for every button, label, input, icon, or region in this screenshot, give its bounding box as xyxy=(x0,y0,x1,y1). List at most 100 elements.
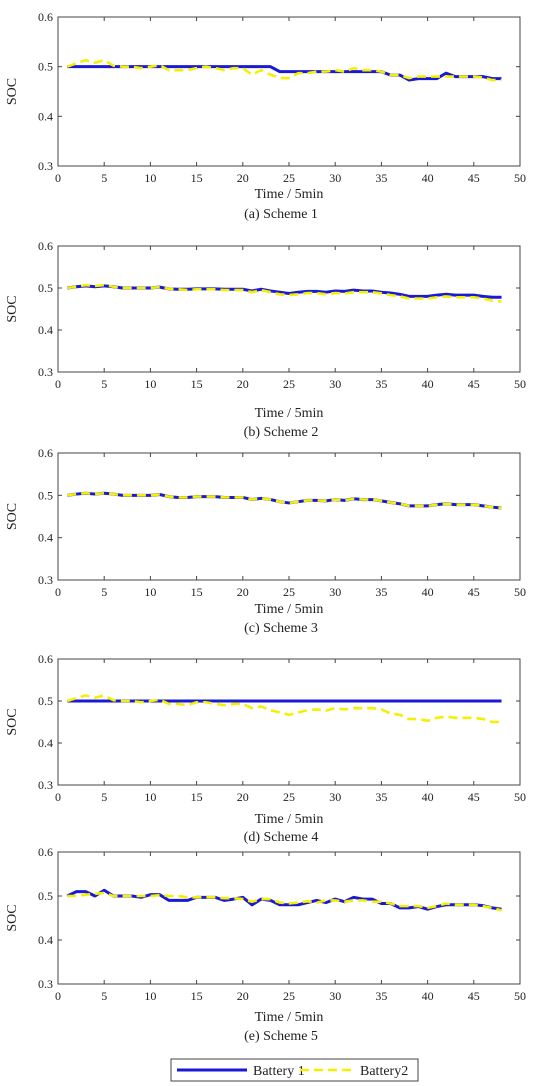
y-tick-label: 0.6 xyxy=(38,239,53,253)
series-line-battery-2 xyxy=(67,891,502,912)
x-tick-label: 45 xyxy=(468,377,480,391)
y-tick-label: 0.4 xyxy=(38,323,53,337)
x-axis-label: Time / 5min xyxy=(255,1010,324,1025)
y-tick-label: 0.3 xyxy=(38,573,53,587)
x-tick-label: 10 xyxy=(144,790,156,804)
x-tick-label: 20 xyxy=(237,377,249,391)
plot-frame xyxy=(57,16,521,167)
chart-panel-2: 0 5 10 15 20 25 30 35 40 45 50 0.3 0.4 0.5 0.6 SOC Time … xyxy=(5,239,526,440)
x-tick-label: 30 xyxy=(329,377,341,391)
y-tick-label: 0.6 xyxy=(38,845,53,859)
x-tick-label: 15 xyxy=(191,989,203,1003)
x-tick-label: 5 xyxy=(101,377,107,391)
x-tick-label: 20 xyxy=(237,171,249,185)
x-axis-label: Time / 5min xyxy=(255,406,324,421)
x-tick-label: 15 xyxy=(191,585,203,599)
y-tick-label: 0.6 xyxy=(38,446,53,460)
x-tick-label: 50 xyxy=(514,989,526,1003)
chart-panel-4: 0 5 10 15 20 25 30 35 40 45 50 0.3 0.4 0.5 0.6 SOC Time … xyxy=(5,652,526,845)
x-tick-label: 50 xyxy=(514,171,526,185)
plot-frame xyxy=(57,851,521,985)
series-line-battery-1 xyxy=(67,284,502,299)
x-tick-label: 5 xyxy=(101,585,107,599)
x-tick-label: 40 xyxy=(422,989,434,1003)
panel-caption: (e) Scheme 5 xyxy=(244,1029,318,1044)
x-tick-label: 10 xyxy=(144,989,156,1003)
panel-caption: (c) Scheme 3 xyxy=(244,621,318,636)
x-tick-label: 0 xyxy=(55,790,61,804)
x-tick-label: 30 xyxy=(329,585,341,599)
legend-label-battery-1: Battery 1 xyxy=(253,1064,305,1079)
x-tick-label: 0 xyxy=(55,377,61,391)
x-tick-label: 40 xyxy=(422,585,434,599)
x-tick-label: 50 xyxy=(514,585,526,599)
y-tick-label: 0.4 xyxy=(38,109,53,123)
x-tick-label: 45 xyxy=(468,790,480,804)
series-line-battery-2 xyxy=(67,283,502,303)
x-tick-label: 15 xyxy=(191,171,203,185)
y-tick-label: 0.5 xyxy=(38,889,53,903)
plot-frame xyxy=(57,452,521,581)
y-tick-label: 0.3 xyxy=(38,159,53,173)
y-axis-label: SOC xyxy=(5,503,20,530)
x-tick-label: 45 xyxy=(468,585,480,599)
x-tick-label: 25 xyxy=(283,989,295,1003)
x-tick-label: 50 xyxy=(514,377,526,391)
x-tick-label: 35 xyxy=(375,790,387,804)
y-tick-label: 0.5 xyxy=(38,694,53,708)
legend-label-battery-2: Battery2 xyxy=(360,1064,408,1079)
x-tick-label: 5 xyxy=(101,989,107,1003)
x-tick-label: 35 xyxy=(375,171,387,185)
x-tick-label: 40 xyxy=(422,171,434,185)
y-tick-label: 0.5 xyxy=(38,60,53,74)
x-tick-label: 40 xyxy=(422,377,434,391)
x-tick-label: 10 xyxy=(144,377,156,391)
x-tick-label: 5 xyxy=(101,790,107,804)
x-tick-label: 25 xyxy=(283,585,295,599)
series-line-battery-2 xyxy=(67,491,502,510)
x-tick-label: 45 xyxy=(468,989,480,1003)
x-tick-label: 15 xyxy=(191,377,203,391)
panel-caption: (d) Scheme 4 xyxy=(244,830,319,845)
x-tick-label: 25 xyxy=(283,171,295,185)
chart-panel-3: 0 5 10 15 20 25 30 35 40 45 50 0.3 0.4 0.5 0.6 SOC Time … xyxy=(5,446,526,636)
x-tick-label: 0 xyxy=(55,171,61,185)
x-tick-label: 15 xyxy=(191,790,203,804)
y-tick-label: 0.3 xyxy=(38,365,53,379)
y-tick-label: 0.3 xyxy=(38,778,53,792)
x-tick-label: 35 xyxy=(375,585,387,599)
x-tick-label: 35 xyxy=(375,989,387,1003)
legend-box xyxy=(170,1058,419,1082)
x-tick-label: 20 xyxy=(237,989,249,1003)
y-tick-label: 0.4 xyxy=(38,531,53,545)
x-tick-label: 10 xyxy=(144,585,156,599)
x-axis-label: Time / 5min xyxy=(255,602,324,617)
y-axis-label: SOC xyxy=(5,78,20,105)
x-tick-label: 35 xyxy=(375,377,387,391)
y-axis-label: SOC xyxy=(5,904,20,931)
x-tick-label: 0 xyxy=(55,585,61,599)
y-tick-label: 0.3 xyxy=(38,977,53,991)
x-tick-label: 25 xyxy=(283,790,295,804)
y-tick-label: 0.5 xyxy=(38,281,53,295)
y-axis-label: SOC xyxy=(5,295,20,322)
y-tick-label: 0.4 xyxy=(38,736,53,750)
chart-panel-5: 0 5 10 15 20 25 30 35 40 45 50 0.3 0.4 0.5 0.6 SOC Time … xyxy=(5,845,526,1044)
legend: Battery 1 Battery2 xyxy=(170,1058,419,1082)
x-tick-label: 20 xyxy=(237,585,249,599)
x-tick-label: 25 xyxy=(283,377,295,391)
x-tick-label: 30 xyxy=(329,989,341,1003)
y-tick-label: 0.4 xyxy=(38,933,53,947)
y-axis-label: SOC xyxy=(5,708,20,735)
x-tick-label: 50 xyxy=(514,790,526,804)
plot-frame xyxy=(57,245,521,373)
y-tick-label: 0.5 xyxy=(38,488,53,502)
x-tick-label: 40 xyxy=(422,790,434,804)
plot-frame xyxy=(57,658,521,786)
x-tick-label: 5 xyxy=(101,171,107,185)
panel-caption: (a) Scheme 1 xyxy=(244,207,318,222)
x-axis-label: Time / 5min xyxy=(255,812,324,827)
x-tick-label: 45 xyxy=(468,171,480,185)
chart-panel-1: 0 5 10 15 20 25 30 35 40 45 50 0.3 0.4 0.5 0.6 SOC Time … xyxy=(5,10,526,222)
